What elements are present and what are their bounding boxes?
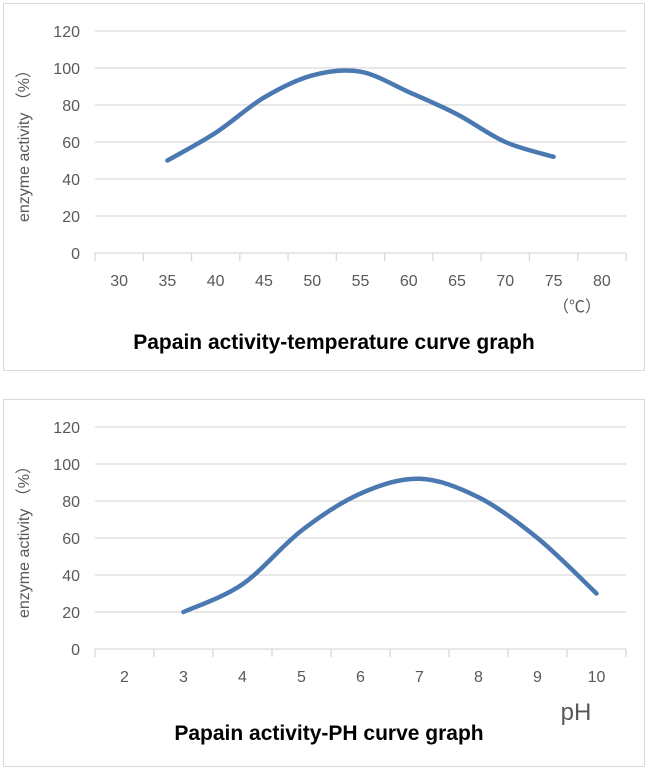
x-tick-label: 7 xyxy=(415,669,424,686)
y-tick-label: 120 xyxy=(53,420,80,437)
x-axis-label: pH xyxy=(561,699,592,726)
x-tick-label: 55 xyxy=(352,273,370,290)
x-tick-label: 2 xyxy=(120,669,129,686)
y-tick-label: 20 xyxy=(62,209,80,226)
y-axis-label: enzyme activity （%） xyxy=(15,62,33,222)
y-tick-label: 80 xyxy=(62,98,80,115)
x-tick-label: 8 xyxy=(474,669,483,686)
y-tick-label: 80 xyxy=(62,494,80,511)
y-tick-label: 40 xyxy=(62,172,80,189)
x-tick-label: 30 xyxy=(110,273,128,290)
x-tick-label: 40 xyxy=(207,273,225,290)
x-tick-label: 5 xyxy=(297,669,306,686)
x-tick-label: 4 xyxy=(238,669,247,686)
ph-chart: 0 20 40 60 80 100 120 2 3 4 5 6 7 8 9 10 enzyme activity… xyxy=(15,420,627,745)
y-axis-label: enzyme activity （%） xyxy=(15,458,33,618)
x-tick-label: 60 xyxy=(400,273,418,290)
x-tick-label: 10 xyxy=(588,669,606,686)
x-tick-label: 3 xyxy=(179,669,188,686)
chart-title: Papain activity-temperature curve graph xyxy=(133,331,534,354)
y-tick-label: 0 xyxy=(71,642,80,659)
x-axis-label: （℃） xyxy=(553,298,601,316)
series-line xyxy=(181,476,599,615)
y-tick-label: 20 xyxy=(62,605,80,622)
y-tick-label: 120 xyxy=(53,24,80,41)
temperature-chart: 0 20 40 60 80 100 120 30 35 40 45 50 55 60 65 70 75 80 enz… xyxy=(15,24,627,354)
temperature-chart-panel: 0 20 40 60 80 100 120 30 35 40 45 50 55 60 65 70 75 80 enz… xyxy=(3,3,645,371)
y-tick-label: 60 xyxy=(62,135,80,152)
series-line xyxy=(165,68,556,163)
y-tick-label: 0 xyxy=(71,246,80,263)
x-tick-label: 80 xyxy=(593,273,611,290)
ph-chart-panel: 0 20 40 60 80 100 120 2 3 4 5 6 7 8 9 10 enzyme activity… xyxy=(3,399,645,767)
x-tick-label: 45 xyxy=(255,273,273,290)
y-tick-label: 100 xyxy=(53,457,80,474)
x-tick-label: 6 xyxy=(356,669,365,686)
x-tick-label: 75 xyxy=(545,273,563,290)
x-tick-label: 9 xyxy=(533,669,542,686)
y-tick-label: 100 xyxy=(53,61,80,78)
x-tick-label: 50 xyxy=(303,273,321,290)
chart-title: Papain activity-PH curve graph xyxy=(174,722,483,745)
x-tick-label: 65 xyxy=(448,273,466,290)
x-tick-label: 70 xyxy=(496,273,514,290)
y-tick-label: 60 xyxy=(62,531,80,548)
x-tick-label: 35 xyxy=(159,273,177,290)
y-tick-label: 40 xyxy=(62,568,80,585)
